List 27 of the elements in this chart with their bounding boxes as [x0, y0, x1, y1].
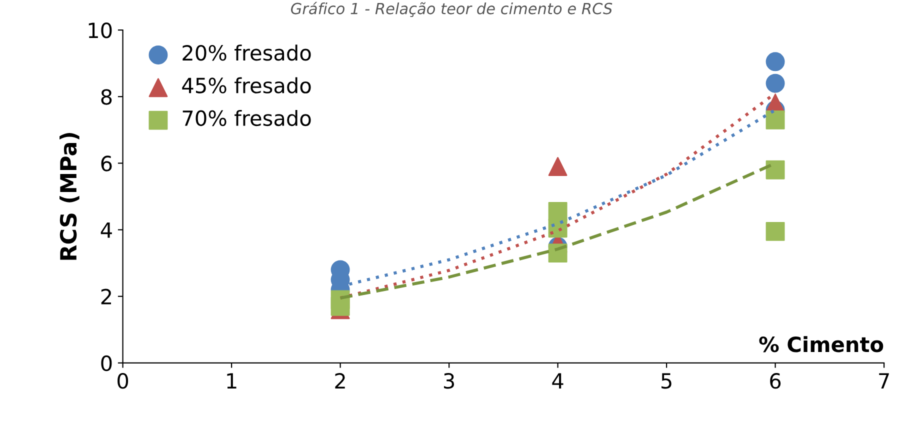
x-axis-title: % Cimento [759, 336, 884, 352]
y-tick-label: 6 [101, 156, 112, 172]
point [766, 110, 785, 130]
point [330, 296, 350, 316]
x-tick-label: 3 [444, 373, 454, 389]
point [766, 222, 785, 241]
y-tick-label: 2 [101, 288, 111, 304]
x-tick-label: 1 [227, 373, 236, 388]
x-tick-label: 4 [552, 373, 564, 388]
y-axis-title: RCS (MPa) [60, 133, 80, 260]
x-tick-label: 0 [118, 373, 128, 389]
y-tick-label: 4 [100, 222, 112, 238]
y-tick-label: 10 [88, 22, 112, 38]
x-tick-label: 2 [335, 373, 345, 388]
y-tick-label: 0 [101, 355, 112, 372]
legend-label: 20% fresado [182, 44, 311, 61]
point [766, 160, 785, 180]
x-tick-label: 7 [879, 373, 889, 388]
point [548, 157, 568, 176]
y-tick-label: 8 [101, 89, 112, 105]
chart-title: Gráfico 1 - Relação teor de cimento e RCS [290, 2, 612, 18]
point [766, 52, 785, 72]
legend-label: 70% fresado [182, 110, 311, 126]
x-tick-label: 5 [662, 373, 672, 389]
legend-label: 45% fresado [182, 77, 311, 94]
x-tick-label: 6 [770, 373, 781, 389]
point [766, 74, 785, 93]
